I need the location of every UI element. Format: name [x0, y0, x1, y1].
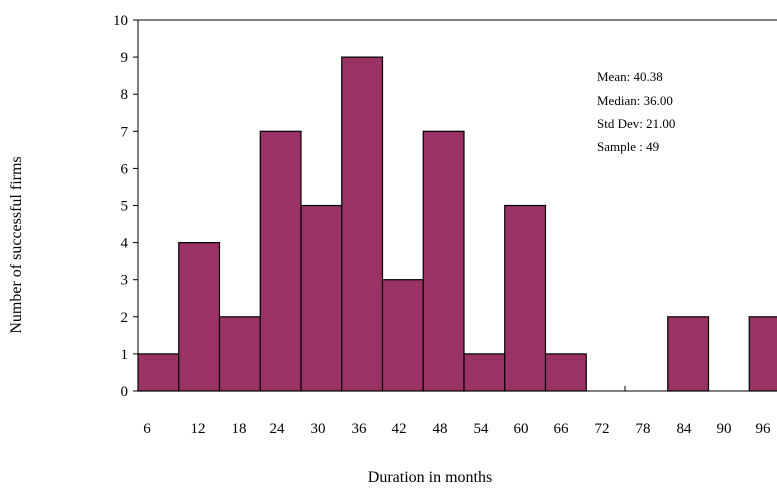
x-tick-label: 42 — [392, 421, 407, 437]
bar-bin-2 — [178, 242, 221, 392]
y-tick-label: 8 — [121, 87, 129, 103]
bar-bin-9 — [463, 353, 506, 392]
x-tick-label: 96 — [756, 421, 772, 437]
bar-bin-14 — [667, 316, 710, 392]
x-tick-label: 48 — [433, 421, 448, 437]
x-tick-label: 78 — [636, 421, 651, 437]
y-ticks-group: 0 1 2 3 4 5 6 7 8 9 10 — [113, 13, 138, 400]
x-tick-label: 66 — [554, 421, 570, 437]
x-ticks-group: 6 12 18 24 30 36 42 48 54 60 66 72 78 84 90 96 — [143, 421, 771, 437]
x-tick-label: 6 — [143, 421, 151, 437]
y-tick-label: 9 — [121, 50, 129, 66]
x-tick-label: 24 — [270, 421, 286, 437]
x-tick-label: 72 — [595, 421, 610, 437]
x-tick-label: 18 — [232, 421, 247, 437]
bar-bin-8 — [422, 130, 465, 392]
x-tick-label: 90 — [717, 421, 732, 437]
y-tick-label: 6 — [121, 161, 129, 177]
y-tick-label: 5 — [121, 199, 129, 215]
y-tick-label: 10 — [113, 13, 128, 29]
y-tick-label: 3 — [121, 273, 129, 289]
x-tick-label: 36 — [352, 421, 368, 437]
stat-sample: Sample : 49 — [597, 139, 659, 154]
stats-box: Mean: 40.38 Median: 36.00 Std Dev: 21.00… — [597, 69, 675, 154]
bar-bin-6 — [341, 56, 384, 392]
bar-bin-10 — [504, 204, 547, 392]
y-axis-label: Number of successful firms — [8, 156, 25, 333]
x-axis-label: Duration in months — [368, 469, 492, 486]
y-tick-label: 1 — [121, 347, 129, 363]
x-tick-label: 54 — [474, 421, 490, 437]
y-tick-label: 2 — [121, 310, 129, 326]
bars-group — [137, 56, 777, 392]
bar-bin-5 — [300, 204, 343, 392]
bar-bin-1 — [137, 353, 180, 392]
y-tick-label: 0 — [121, 384, 129, 400]
x-tick-label: 12 — [191, 421, 206, 437]
bar-bin-3 — [218, 316, 261, 392]
stat-median: Median: 36.00 — [597, 93, 673, 108]
stat-std-dev: Std Dev: 21.00 — [597, 116, 675, 131]
bar-bin-11 — [544, 353, 587, 392]
y-tick-label: 7 — [121, 124, 129, 140]
bar-bin-4 — [259, 130, 302, 392]
bar-bin-7 — [381, 279, 424, 392]
stat-mean: Mean: 40.38 — [597, 69, 663, 84]
bar-bin-16 — [748, 316, 777, 392]
y-tick-label: 4 — [121, 236, 129, 252]
x-tick-label: 60 — [514, 421, 529, 437]
x-tick-label: 84 — [677, 421, 693, 437]
x-tick-label: 30 — [311, 421, 326, 437]
